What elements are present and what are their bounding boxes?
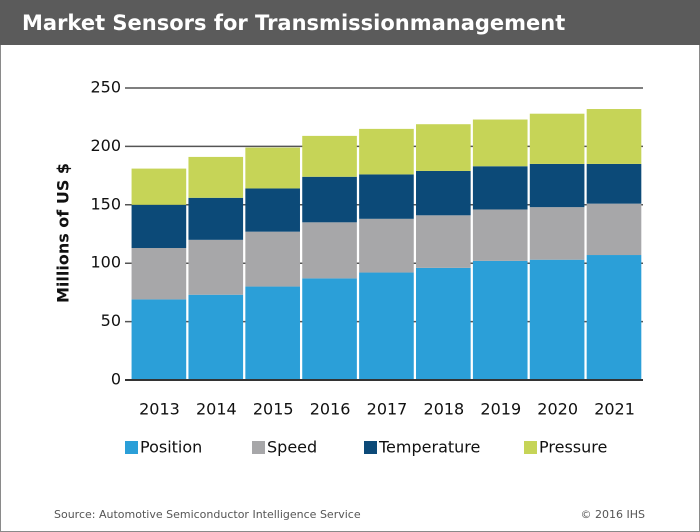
bar-segment [131,168,187,205]
bar-segment [416,215,471,268]
y-tick-label: 150 [90,194,121,213]
bar-segment [586,163,642,204]
bar-segment [359,272,414,380]
bar-segment [131,248,187,300]
x-tick-label: 2018 [424,400,465,419]
legend-label: Speed [267,438,317,457]
x-tick-label: 2017 [367,400,408,419]
bar-segment [302,278,357,380]
bar-segment [302,176,357,223]
bar-segment [245,188,300,232]
bar-segment [472,166,528,210]
y-tick-label: 100 [90,253,121,272]
bar-segment [472,209,528,261]
y-axis-label: Millions of US $ [54,163,73,303]
legend-swatch [125,441,138,454]
bar-segment [302,222,357,279]
x-tick-label: 2016 [310,400,351,419]
header [0,0,700,45]
bar-segment [529,113,585,164]
x-tick-label: 2013 [139,400,180,419]
bar-segment [131,204,187,249]
bar-segment [188,197,244,240]
bar-segment [302,135,357,177]
copyright: © 2016 IHS [581,508,646,521]
bar-segment [586,109,642,164]
bar-segment [416,170,471,216]
source: Source: Automotive Semiconductor Intelli… [54,508,361,521]
bar-segment [245,286,300,380]
bar-segment [416,124,471,171]
bar-segment [245,231,300,287]
bar-segment [472,260,528,380]
bar-segment [131,299,187,380]
x-tick-label: 2020 [537,400,578,419]
legend-swatch [524,441,537,454]
y-tick-label: 50 [101,311,121,330]
bar-segment [529,207,585,260]
bar-segment [586,203,642,256]
x-tick-label: 2021 [594,400,635,419]
bar-segment [359,218,414,273]
legend-swatch [364,441,377,454]
y-tick-label: 0 [111,370,121,389]
chart-title: Market Sensors for Transmissionmanagemen… [22,11,565,35]
bar-segment [245,147,300,189]
legend-label: Temperature [378,438,480,457]
bar-segment [529,259,585,380]
x-tick-label: 2019 [480,400,521,419]
bar-segment [472,119,528,167]
legend-label: Position [140,438,202,457]
legend-swatch [252,441,265,454]
bar-segment [188,156,244,198]
bar-segment [416,267,471,380]
bar-segment [359,128,414,175]
bar-segment [188,294,244,380]
bar-segment [188,239,244,295]
x-tick-label: 2014 [196,400,237,419]
y-tick-label: 200 [90,136,121,155]
x-tick-label: 2015 [253,400,294,419]
bar-segment [529,163,585,208]
bar-segment [586,255,642,380]
y-tick-label: 250 [90,78,121,97]
legend-label: Pressure [539,438,607,457]
bar-segment [359,174,414,219]
